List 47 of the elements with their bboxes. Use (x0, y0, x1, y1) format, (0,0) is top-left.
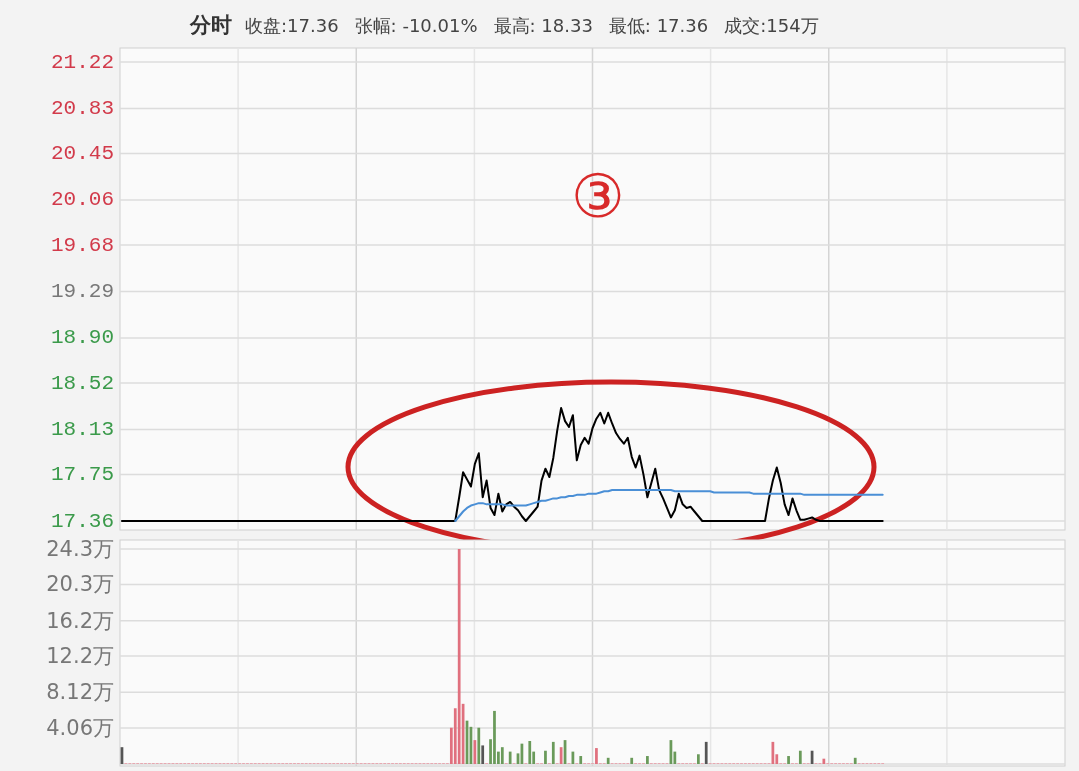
y-tick-label: 18.52 (50, 371, 114, 395)
annotation: ③ (571, 161, 625, 231)
bar (544, 750, 547, 764)
text: 收盘:17.36 (245, 14, 339, 36)
y-tick-label: 24.3万 (46, 537, 114, 561)
text: 张幅: -10.01% (354, 14, 478, 36)
y-tick-label: 12.2万 (46, 644, 114, 669)
y-tick-label: 20.06 (50, 188, 114, 212)
bar (508, 751, 512, 764)
y-tick-label: 8.12万 (46, 680, 114, 705)
line-series (454, 489, 884, 522)
text: 最低: 17.36 (608, 14, 709, 36)
bar (595, 748, 598, 764)
bar (646, 756, 649, 764)
bar (579, 756, 583, 764)
y-tick-label: 20.45 (50, 142, 114, 166)
bar (697, 754, 700, 764)
bar (853, 757, 857, 764)
bar (500, 747, 504, 764)
bar (528, 741, 532, 764)
y-tick-label: 19.68 (50, 233, 114, 257)
y-tick-label: 17.36 (50, 509, 114, 533)
y-tick-label: 18.90 (50, 326, 114, 350)
bar (798, 750, 802, 764)
bar (787, 756, 790, 764)
y-tick-label: 21.22 (50, 50, 114, 74)
y-tick-label: 20.83 (50, 96, 114, 120)
text: 最高: 18.33 (493, 14, 593, 36)
bar (630, 757, 634, 764)
bar (493, 710, 496, 764)
y-tick-label: 20.3万 (46, 572, 114, 597)
bar (473, 740, 477, 764)
y-tick-label: 17.75 (50, 463, 114, 487)
y-tick-label: 4.06万 (46, 716, 114, 741)
bar (481, 745, 485, 764)
bar (704, 741, 708, 764)
chart-title: 分时 (189, 13, 232, 37)
bar (822, 758, 826, 764)
y-tick-label: 19.29 (50, 280, 114, 303)
text: 成交:154万 (724, 14, 819, 36)
bar (606, 757, 610, 764)
bar (559, 747, 563, 764)
bar (551, 741, 555, 764)
y-tick-label: 16.2万 (46, 608, 114, 633)
line-series (120, 407, 884, 522)
bar (477, 727, 481, 764)
y-tick-label: 18.13 (50, 417, 114, 441)
